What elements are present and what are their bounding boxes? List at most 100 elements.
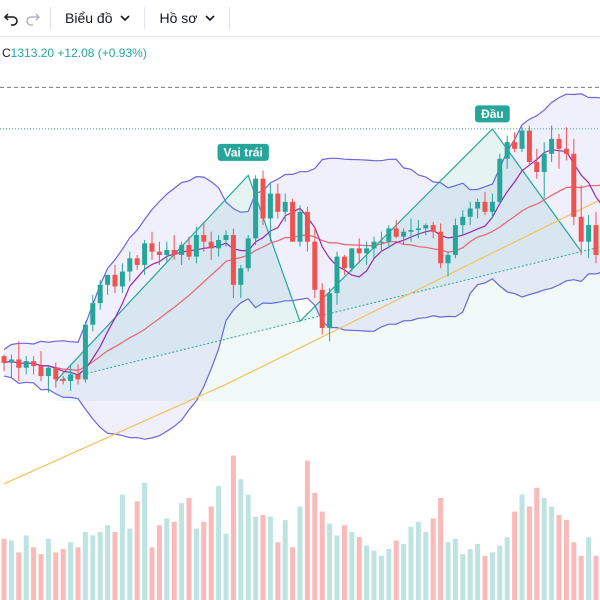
candle-body	[38, 366, 44, 377]
horizontal-lines	[0, 86, 600, 130]
volume-bar	[23, 535, 29, 600]
candle-body	[534, 162, 540, 173]
volume-bar	[186, 498, 192, 600]
candle-body	[290, 201, 296, 242]
candle-body	[97, 284, 103, 304]
candle-body	[260, 178, 266, 219]
candle	[593, 211, 599, 264]
volume-bar	[68, 542, 74, 600]
candle-body	[341, 256, 347, 269]
candle	[60, 376, 66, 385]
toolbar-divider	[50, 7, 51, 29]
candle	[186, 236, 192, 260]
candle-body	[438, 231, 444, 264]
volume-bar	[290, 547, 296, 600]
chevron-down-icon	[120, 15, 131, 22]
candle	[282, 193, 288, 222]
bollinger-bands	[3, 93, 600, 440]
volume-bar	[593, 555, 599, 600]
close-value: 1313.20	[10, 46, 55, 60]
volume-bar	[467, 549, 473, 600]
candle-body	[593, 225, 599, 255]
volume-pane	[1, 455, 599, 600]
candle	[127, 251, 133, 282]
volume-bar	[142, 482, 148, 600]
candle	[467, 201, 473, 226]
candle-body	[142, 243, 148, 265]
profile-menu-dropdown[interactable]: Hồ sơ	[151, 0, 223, 36]
candle	[112, 264, 118, 294]
candle-body	[541, 153, 547, 173]
volume-bar	[156, 525, 162, 600]
candle-body	[179, 245, 185, 255]
candle-body	[526, 130, 532, 163]
candle	[578, 185, 584, 255]
candle-body	[475, 201, 481, 209]
candle	[171, 235, 177, 260]
candle	[364, 241, 370, 265]
candle-body	[53, 367, 59, 380]
volume-bar	[171, 521, 177, 600]
volume-bar	[393, 540, 399, 600]
volume-bar	[193, 528, 199, 600]
undo-button[interactable]	[0, 0, 22, 36]
candle-body	[127, 258, 133, 272]
volume-bar	[75, 547, 81, 600]
candle	[504, 135, 510, 169]
candle	[82, 321, 88, 383]
candle-body	[408, 230, 414, 232]
volume-bar	[201, 521, 207, 600]
candle	[16, 341, 22, 382]
candle-body	[238, 268, 244, 285]
candle	[193, 226, 199, 264]
candle-body	[423, 225, 429, 229]
volume-bar	[245, 494, 251, 600]
candle	[549, 125, 555, 163]
volume-bar	[556, 515, 562, 600]
candle	[8, 354, 14, 378]
candle-body	[312, 241, 318, 290]
candle-body	[371, 241, 377, 249]
candle-body	[578, 216, 584, 242]
volume-bar	[423, 532, 429, 600]
volume-bar	[282, 520, 288, 600]
candle-body	[460, 216, 466, 226]
left-shoulder-annotation[interactable]: Vai trái	[217, 143, 269, 161]
candle	[445, 251, 451, 277]
candle	[556, 133, 562, 169]
volume-bar	[430, 518, 436, 600]
candle	[526, 125, 532, 166]
chart-menu-dropdown[interactable]: Biểu đồ	[57, 0, 138, 36]
candle	[208, 231, 214, 260]
candle-body	[156, 251, 162, 255]
candle	[223, 230, 229, 247]
candle	[304, 206, 310, 252]
candle	[475, 198, 481, 219]
volume-bar	[16, 552, 22, 600]
volume-bar	[82, 532, 88, 600]
toolbar-divider	[144, 7, 146, 29]
volume-bar	[349, 532, 355, 600]
candle	[119, 263, 125, 294]
candle	[253, 175, 259, 246]
candle	[519, 127, 525, 153]
candle-body	[489, 201, 495, 212]
candle-body	[275, 193, 281, 212]
head-annotation[interactable]: Đầu	[475, 105, 510, 123]
candle	[489, 193, 495, 219]
candle-body	[23, 361, 29, 368]
candle	[142, 240, 148, 275]
volume-bar	[571, 542, 577, 600]
volume-bar	[267, 516, 273, 600]
volume-bar	[334, 535, 340, 600]
candle	[97, 279, 103, 310]
price-chart[interactable]: Vai trái Đầu	[0, 36, 600, 600]
volume-bar	[31, 547, 37, 600]
moving-averages	[3, 149, 600, 485]
candle	[260, 170, 266, 226]
volume-bar	[319, 511, 325, 600]
ma-mid	[3, 184, 600, 372]
redo-button[interactable]	[22, 0, 44, 36]
candle	[68, 364, 74, 391]
candle	[452, 218, 458, 259]
